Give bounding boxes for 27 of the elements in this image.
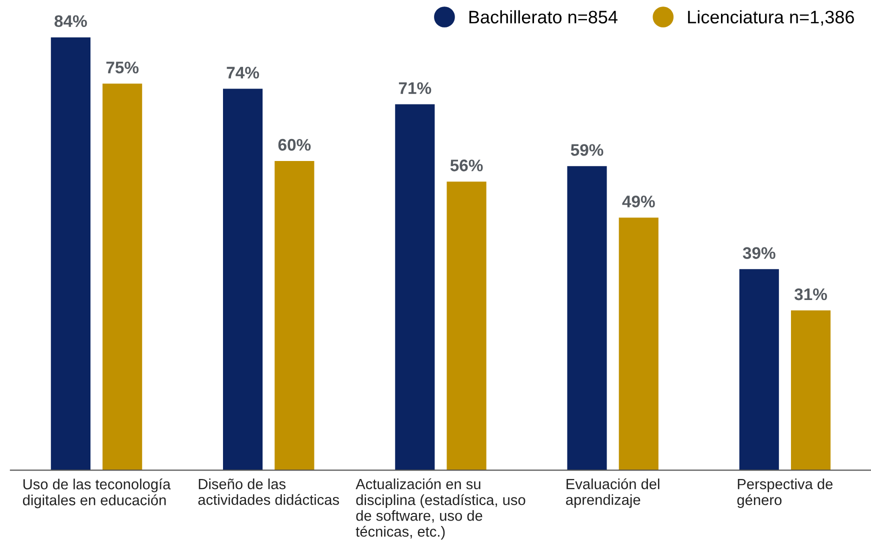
bar [395, 104, 435, 470]
data-label: 84% [54, 15, 87, 28]
x-tick-label: Diseño de las actividades didácticas [198, 478, 340, 505]
bar [446, 182, 486, 470]
x-tick-label: Evaluación del aprendizaje [566, 478, 660, 508]
data-label: 60% [278, 138, 311, 151]
bar [102, 84, 142, 470]
x-tick-label: Uso de las teconología digitales en educación [22, 478, 171, 508]
data-label: 74% [226, 66, 260, 79]
legend-label: Licenciatura n=1,386 [688, 10, 854, 26]
legend-label: Bachillerato n=854 [469, 10, 618, 24]
x-tick-label: Actualización en su disciplina (estadística, uso de software, uso de técnicas, etc.) [356, 478, 526, 540]
bar [618, 218, 658, 470]
data-label: 71% [398, 82, 432, 94]
bar [50, 37, 90, 470]
bar [567, 166, 607, 470]
data-label: 75% [106, 62, 139, 74]
x-tick-label: Perspectiva de género [737, 478, 833, 508]
data-label: 49% [622, 196, 655, 208]
bar [790, 310, 831, 470]
bar [223, 88, 263, 470]
bar [274, 160, 314, 470]
bar [739, 269, 779, 470]
data-label: 59% [570, 144, 604, 156]
data-label: 31% [794, 288, 827, 300]
data-label: 56% [450, 160, 483, 172]
data-label: 39% [742, 247, 776, 259]
